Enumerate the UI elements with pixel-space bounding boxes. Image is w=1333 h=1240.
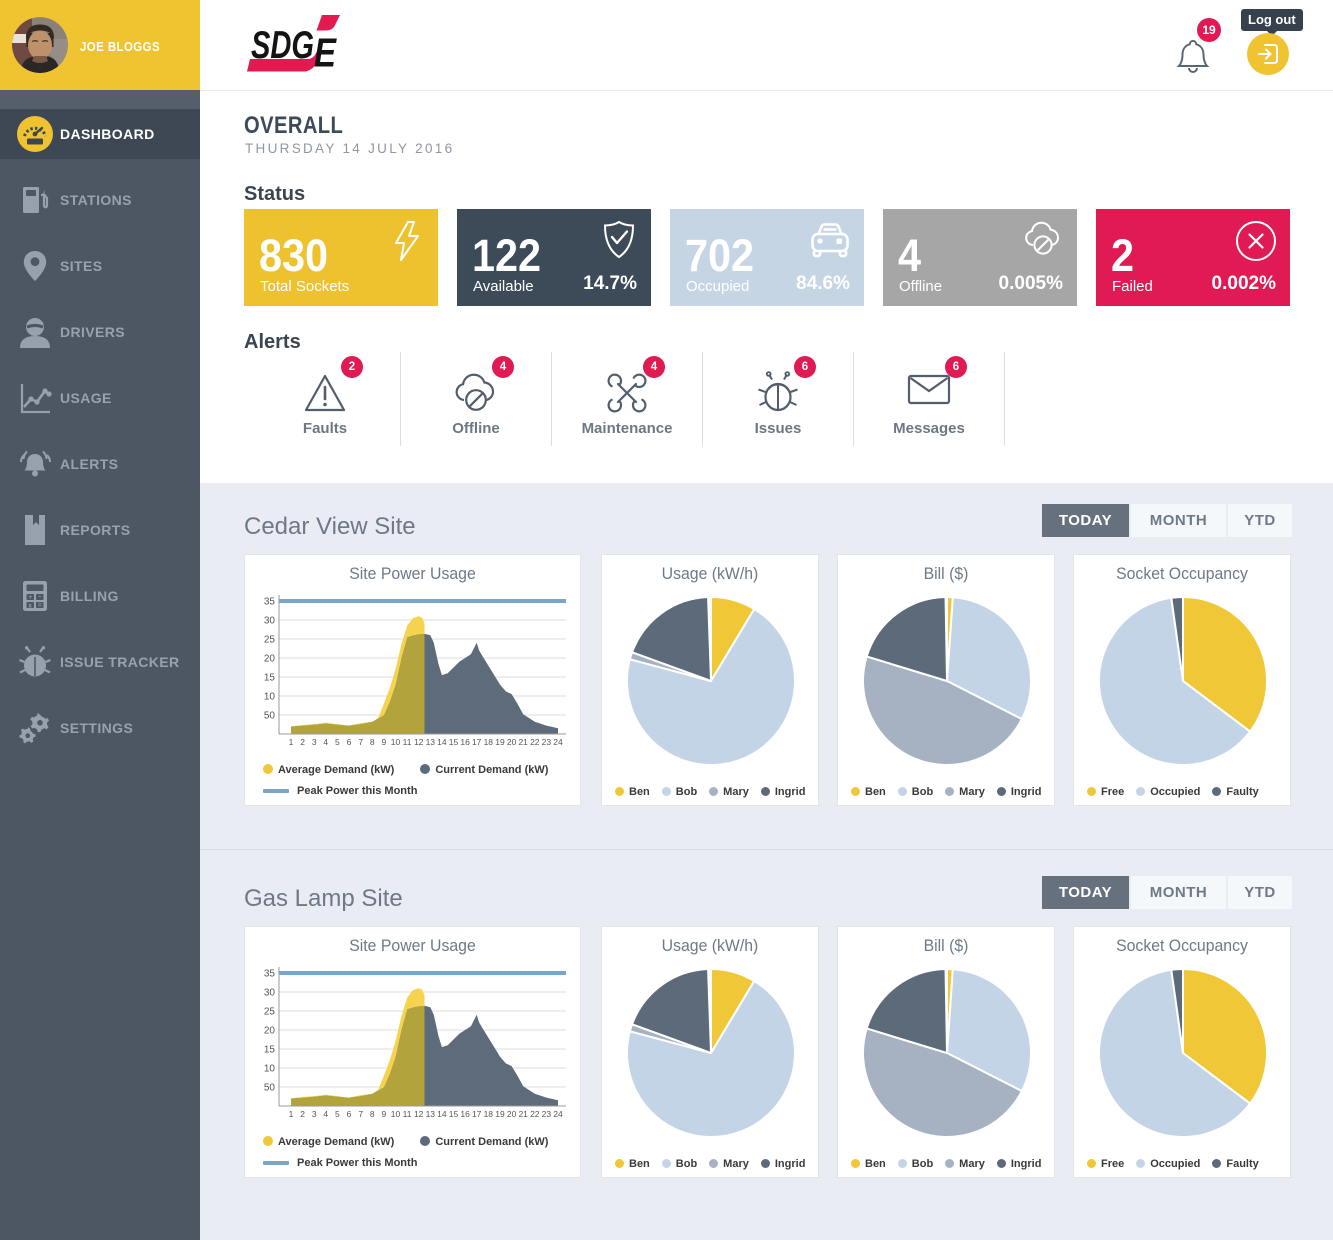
- svg-text:30: 30: [264, 616, 276, 627]
- svg-text:13: 13: [426, 737, 436, 747]
- svg-text:11: 11: [403, 737, 412, 747]
- svg-text:16: 16: [460, 737, 470, 747]
- svg-text:20: 20: [507, 1109, 517, 1119]
- svg-text:6: 6: [347, 1109, 352, 1119]
- svg-text:4: 4: [323, 737, 328, 747]
- svg-text:x: x: [29, 603, 33, 609]
- svg-text:50: 50: [264, 711, 276, 722]
- svg-text:11: 11: [403, 1109, 412, 1119]
- svg-text:22: 22: [530, 1109, 540, 1119]
- svg-text:21: 21: [518, 1109, 528, 1119]
- svg-text:17: 17: [472, 1109, 482, 1119]
- svg-text:2: 2: [300, 737, 305, 747]
- svg-text:23: 23: [542, 1109, 552, 1119]
- svg-text:12: 12: [414, 1109, 424, 1119]
- svg-text:25: 25: [264, 1007, 276, 1018]
- svg-text:6: 6: [347, 737, 352, 747]
- svg-text:15: 15: [449, 737, 459, 747]
- svg-text:2: 2: [300, 1109, 305, 1119]
- svg-text:21: 21: [518, 737, 528, 747]
- svg-text:19: 19: [495, 737, 505, 747]
- svg-text:-: -: [39, 594, 42, 601]
- svg-text:10: 10: [391, 1109, 401, 1119]
- svg-text:8: 8: [370, 737, 375, 747]
- svg-text:25: 25: [264, 635, 276, 646]
- svg-text:24: 24: [553, 737, 563, 747]
- svg-text:18: 18: [484, 1109, 494, 1119]
- svg-text:+: +: [28, 595, 32, 601]
- svg-text:30: 30: [264, 988, 276, 999]
- svg-text:24: 24: [553, 1109, 563, 1119]
- svg-text:20: 20: [264, 1026, 276, 1037]
- svg-text:10: 10: [264, 1064, 276, 1075]
- svg-text:13: 13: [426, 1109, 436, 1119]
- svg-text:SDG: SDG: [251, 24, 314, 67]
- svg-text:16: 16: [460, 1109, 470, 1119]
- svg-text:15: 15: [264, 673, 276, 684]
- svg-text:20: 20: [507, 737, 517, 747]
- svg-text:20: 20: [264, 654, 276, 665]
- svg-text:=: =: [38, 603, 42, 609]
- svg-text:E: E: [314, 30, 337, 76]
- svg-text:1: 1: [289, 1109, 294, 1119]
- svg-text:7: 7: [358, 737, 363, 747]
- svg-text:12: 12: [414, 737, 424, 747]
- svg-text:18: 18: [484, 737, 494, 747]
- svg-text:14: 14: [437, 737, 447, 747]
- svg-text:1: 1: [289, 737, 294, 747]
- svg-text:17: 17: [472, 737, 482, 747]
- svg-text:8: 8: [370, 1109, 375, 1119]
- svg-text:3: 3: [312, 1109, 317, 1119]
- svg-text:4: 4: [323, 1109, 328, 1119]
- svg-text:14: 14: [437, 1109, 447, 1119]
- svg-text:15: 15: [264, 1045, 276, 1056]
- svg-text:22: 22: [530, 737, 540, 747]
- svg-text:5: 5: [335, 737, 340, 747]
- svg-text:15: 15: [449, 1109, 459, 1119]
- svg-text:35: 35: [264, 969, 276, 980]
- svg-text:10: 10: [264, 692, 276, 703]
- svg-text:3: 3: [312, 737, 317, 747]
- svg-text:23: 23: [542, 737, 552, 747]
- svg-text:50: 50: [264, 1083, 276, 1094]
- svg-text:7: 7: [358, 1109, 363, 1119]
- svg-text:19: 19: [495, 1109, 505, 1119]
- svg-text:9: 9: [382, 1109, 387, 1119]
- svg-text:35: 35: [264, 597, 276, 608]
- svg-text:9: 9: [382, 737, 387, 747]
- svg-text:5: 5: [335, 1109, 340, 1119]
- svg-text:10: 10: [391, 737, 401, 747]
